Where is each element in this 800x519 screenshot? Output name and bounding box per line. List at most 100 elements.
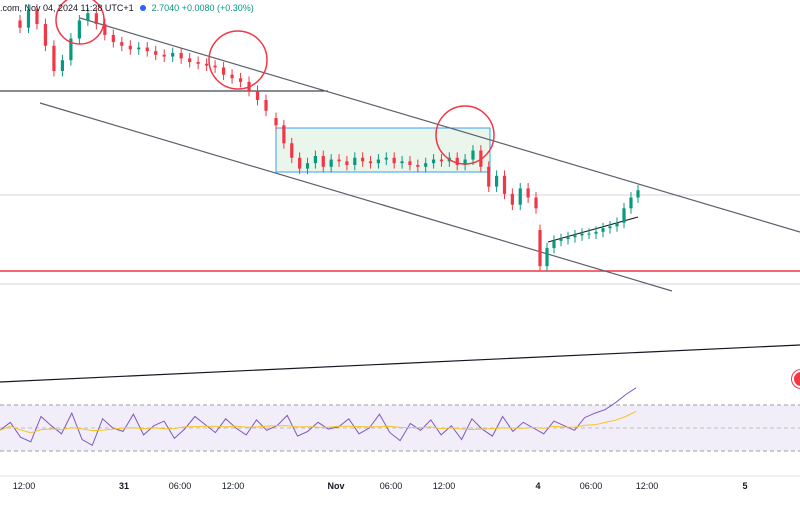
candle-body xyxy=(534,197,538,209)
x-tick-label: 31 xyxy=(119,481,129,491)
candle-body xyxy=(321,155,325,167)
candle-body xyxy=(552,240,556,249)
candle-body xyxy=(274,118,278,126)
x-tick-label: 12:00 xyxy=(636,481,659,491)
candle-body xyxy=(495,175,499,187)
candle-body xyxy=(282,125,286,144)
candle-body xyxy=(162,54,166,57)
rsi-line xyxy=(0,387,637,447)
candle-body xyxy=(137,47,141,50)
candle-body xyxy=(298,157,302,169)
candle-body xyxy=(471,150,475,160)
candle-body xyxy=(94,13,98,25)
candle-body xyxy=(154,51,158,55)
channel-lower-trendline xyxy=(39,102,673,292)
candle-body xyxy=(290,143,294,158)
candle-body xyxy=(587,233,591,235)
candle-body xyxy=(69,38,73,61)
candle-body xyxy=(128,45,132,50)
candle-body xyxy=(86,13,90,21)
candle-body xyxy=(518,188,522,205)
candle-body xyxy=(361,157,365,162)
candle-body xyxy=(221,67,226,75)
candle-body xyxy=(622,208,626,223)
candle-body xyxy=(145,47,149,52)
x-tick-label: 06:00 xyxy=(580,481,603,491)
candle-body xyxy=(111,34,115,43)
candle-body xyxy=(26,9,31,28)
candle-body xyxy=(416,164,420,167)
candle-body xyxy=(171,52,175,57)
candle-body xyxy=(77,20,81,39)
candle-body xyxy=(264,99,268,111)
candle-body xyxy=(573,235,577,238)
candle-body xyxy=(368,161,373,164)
candle-body xyxy=(636,190,640,198)
candle-body xyxy=(337,159,341,162)
candle-body xyxy=(545,248,549,267)
candle-body xyxy=(179,52,183,59)
candle-body xyxy=(43,24,48,46)
candle-body xyxy=(305,163,310,169)
candle-body xyxy=(566,237,570,240)
candle-body xyxy=(615,222,619,227)
candle-body xyxy=(35,9,39,25)
candle-body xyxy=(608,226,612,229)
candle-body xyxy=(424,163,428,167)
rsi-ma-line xyxy=(0,410,637,434)
candle-body xyxy=(196,62,200,64)
candle-body xyxy=(345,161,349,165)
channel-upper-trendline xyxy=(79,17,800,233)
x-tick-label: 12:00 xyxy=(13,481,36,491)
candle-body xyxy=(439,159,444,162)
highlight-circle-1 xyxy=(55,0,105,45)
x-tick-label: 06:00 xyxy=(380,481,403,491)
candle-body xyxy=(559,239,563,241)
candle-body xyxy=(526,188,530,198)
candle-body xyxy=(255,90,260,100)
candle-body xyxy=(353,157,357,165)
candle-body xyxy=(431,159,436,164)
x-tick-label: 12:00 xyxy=(433,481,456,491)
rsi-indicator xyxy=(0,387,637,447)
candle-body xyxy=(384,157,388,160)
candle-body xyxy=(205,63,209,66)
candle-body xyxy=(463,159,467,165)
candle-body xyxy=(392,157,396,164)
candle-body xyxy=(18,20,22,28)
symbol-source-text: .com, Nov 04, 2024 11:28 UTC+1 xyxy=(0,3,134,13)
consolidation-box xyxy=(275,127,491,173)
candle-body xyxy=(52,45,56,72)
candle-body xyxy=(230,74,234,79)
candle-body xyxy=(376,159,381,164)
highlight-circle-3 xyxy=(435,105,495,165)
candle-body xyxy=(629,197,633,209)
ohlc-readout: 2.7040 +0.0080 (+0.30%) xyxy=(151,3,254,13)
candle-body xyxy=(313,155,317,164)
candle-body xyxy=(188,58,192,62)
x-tick-label: 12:00 xyxy=(222,481,245,491)
candle-body xyxy=(510,193,514,205)
chart-header: .com, Nov 04, 2024 11:28 UTC+1 2.7040 +0… xyxy=(0,0,254,16)
time-axis: 12:00 31 06:00 12:00 Nov 06:00 12:00 4 06:00 12:0… xyxy=(13,481,748,491)
x-tick-label: 06:00 xyxy=(169,481,192,491)
candle-body xyxy=(120,42,124,46)
candle-body xyxy=(329,159,333,167)
candle-body xyxy=(502,175,507,194)
candle-body xyxy=(213,65,217,68)
alert-badge-icon[interactable] xyxy=(792,370,800,388)
highlight-circle-2 xyxy=(208,30,268,90)
candle-body xyxy=(538,230,542,267)
x-tick-label: 5 xyxy=(742,481,747,491)
candle-body xyxy=(594,231,598,234)
candle-body xyxy=(601,228,605,232)
candle-body xyxy=(408,161,412,165)
candle-body xyxy=(400,161,404,164)
candles xyxy=(18,4,640,272)
status-dot-icon xyxy=(139,5,146,11)
candle-body xyxy=(455,157,459,165)
candle-body xyxy=(103,24,107,35)
long-rising-trendline xyxy=(0,344,800,383)
